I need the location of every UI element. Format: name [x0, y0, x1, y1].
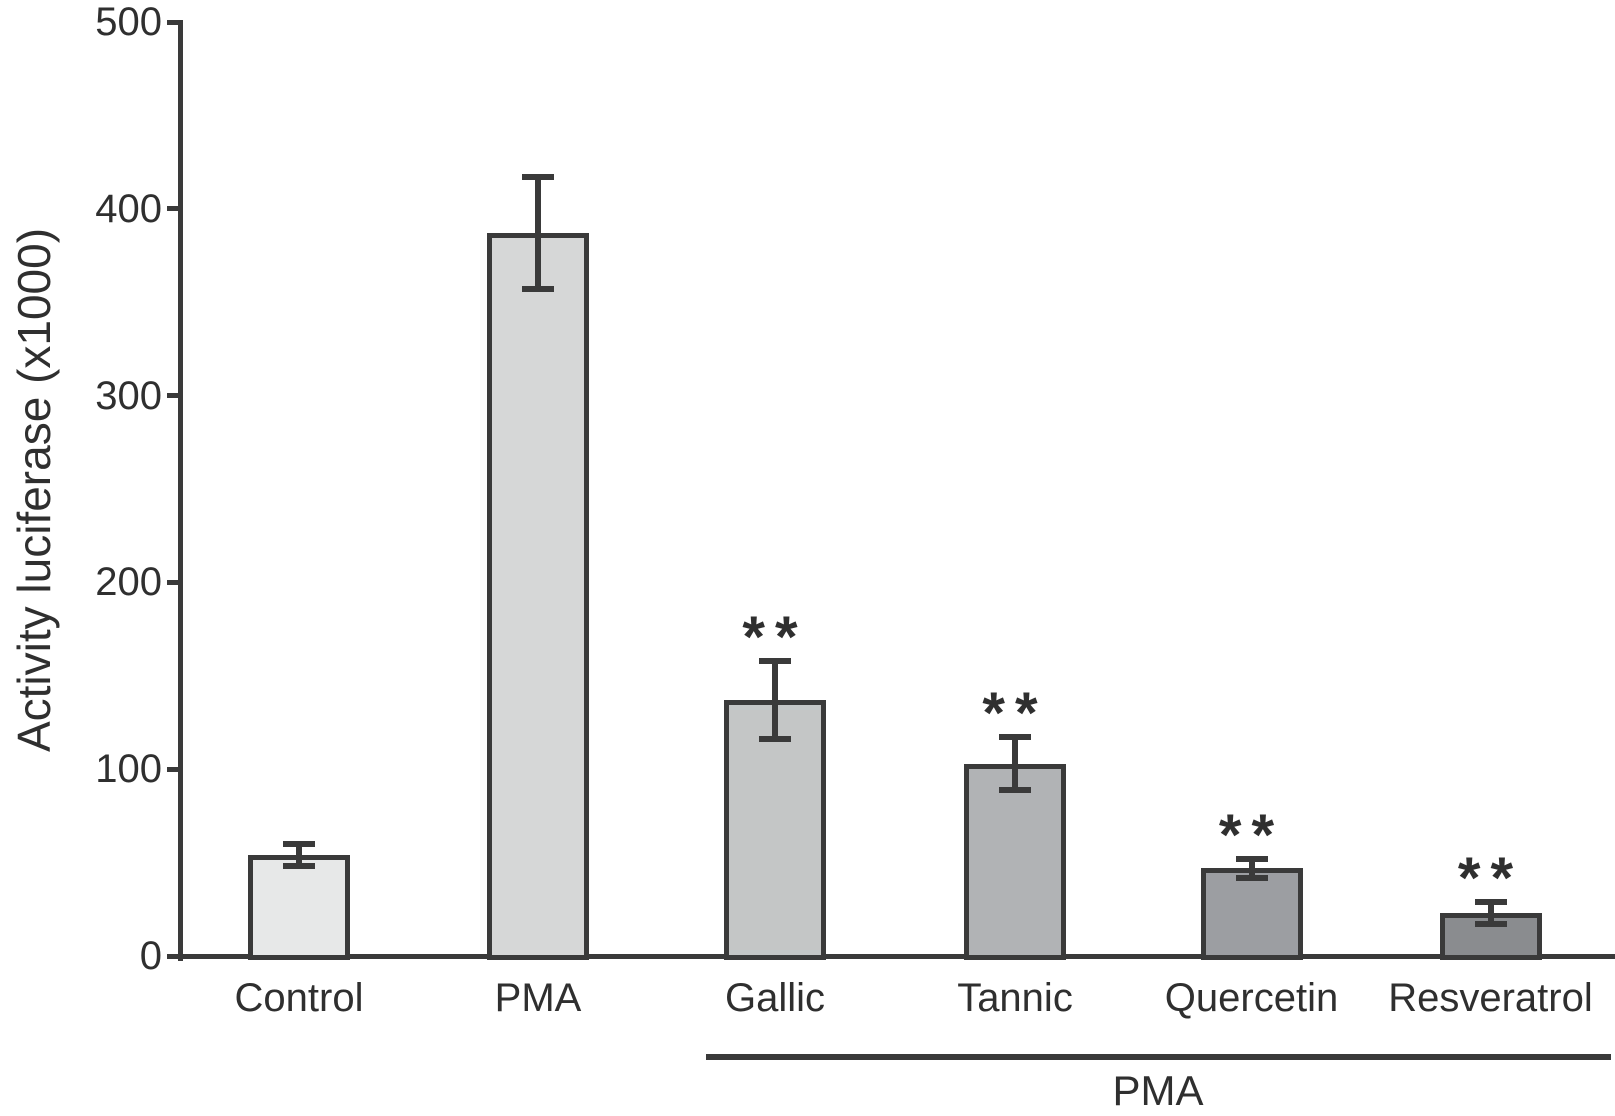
error-cap-bottom [1474, 921, 1507, 928]
y-tick-mark [167, 19, 180, 25]
y-tick-label: 100 [95, 747, 162, 792]
error-bar-resveratrol [1487, 901, 1494, 925]
y-tick-label: 200 [95, 560, 162, 605]
y-tick-mark [167, 766, 180, 772]
y-tick-mark [167, 393, 180, 399]
significance-gallic: ** [742, 604, 808, 670]
pma-group-label: PMA [1112, 1067, 1204, 1114]
error-cap-top [522, 174, 554, 181]
error-cap-top [283, 840, 315, 847]
y-tick-mark [167, 579, 180, 585]
y-tick-label: 400 [95, 186, 162, 231]
error-bar-quercetin [1248, 858, 1255, 878]
category-label-quercetin: Quercetin [1164, 976, 1339, 1020]
category-label-tannic: Tannic [957, 976, 1073, 1020]
error-cap-bottom [1235, 874, 1268, 881]
bar-tannic [964, 763, 1066, 960]
y-axis-title: Activity luciferase (x1000) [8, 227, 60, 753]
significance-resveratrol: ** [1457, 845, 1524, 911]
error-cap-bottom [522, 286, 554, 293]
bar-gallic [724, 700, 826, 960]
x-axis-baseline [178, 954, 1615, 959]
error-bar-tannic [1012, 737, 1018, 790]
bar-control [248, 855, 350, 960]
error-bar-gallic [772, 660, 778, 740]
y-axis-line [178, 20, 183, 961]
y-tick-label: 300 [95, 373, 162, 418]
error-cap-top [999, 734, 1031, 741]
error-cap-top [1474, 898, 1507, 905]
y-tick-label: 500 [95, 0, 162, 44]
bar-pma [487, 233, 589, 960]
category-label-pma: PMA [494, 976, 582, 1020]
pma-group-line [706, 1054, 1611, 1060]
error-cap-bottom [759, 736, 791, 743]
error-cap-top [1235, 855, 1268, 862]
error-cap-bottom [283, 863, 315, 870]
y-tick-mark [167, 206, 180, 212]
category-label-control: Control [234, 976, 364, 1020]
y-tick-label: 0 [139, 934, 162, 978]
category-label-gallic: Gallic [724, 976, 826, 1020]
significance-quercetin: ** [1218, 802, 1285, 868]
bar-quercetin [1200, 868, 1303, 960]
error-bar-pma [535, 177, 541, 290]
y-tick-mark [167, 953, 180, 959]
error-bar-control [296, 843, 302, 867]
error-cap-top [759, 657, 791, 664]
significance-tannic: ** [982, 681, 1048, 747]
category-label-resveratrol: Resveratrol [1388, 976, 1593, 1020]
error-cap-bottom [999, 786, 1031, 793]
